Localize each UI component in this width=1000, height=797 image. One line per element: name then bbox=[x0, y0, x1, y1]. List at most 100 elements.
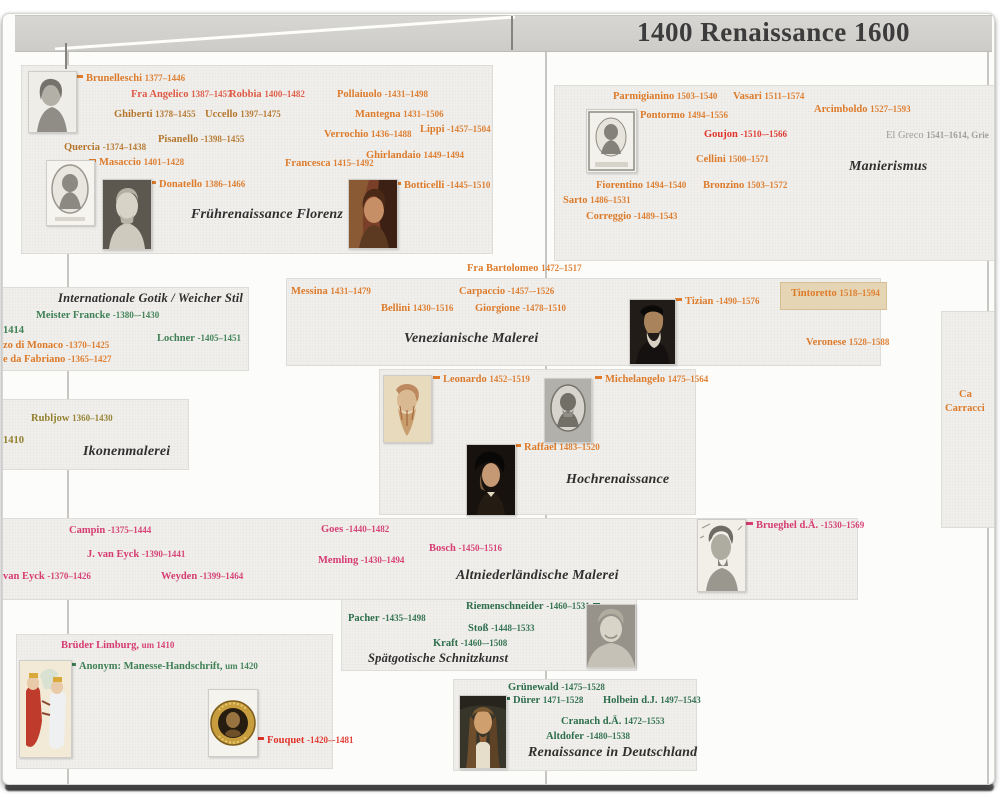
group-label-venezia: Venezianische Malerei bbox=[404, 331, 539, 346]
artist-donatello: Donatello 1386–1466 bbox=[149, 179, 245, 191]
portrait-duerer bbox=[459, 695, 507, 769]
bullet-icon bbox=[76, 75, 83, 78]
artist-lochner: Lochner -1405–1451 bbox=[157, 333, 242, 344]
page-bottom-shadow bbox=[5, 783, 994, 791]
group-label-deutschland: Renaissance in Deutschland bbox=[528, 745, 698, 760]
bullet-icon bbox=[595, 376, 602, 379]
bullet-icon bbox=[746, 522, 753, 525]
artist-michelangelo: Michelangelo 1475–1564 bbox=[595, 374, 708, 386]
artist-fra-angelico: Fra Angelico 1387–1457 bbox=[131, 89, 232, 100]
artist-fouquet: Fouquet -1420–-1481 bbox=[257, 735, 353, 747]
timeline-tick-mid bbox=[511, 16, 513, 50]
artist-meister-francke: Meister Francke -1380–-1430 bbox=[36, 310, 160, 321]
artist-correggio: Correggio -1489–1543 bbox=[586, 211, 678, 222]
group-box-florenz bbox=[21, 65, 493, 254]
artist-bellini: Bellini 1430–1516 bbox=[381, 303, 454, 314]
artist-uccello: Uccello 1397–1475 bbox=[205, 109, 281, 120]
artist-fragment-fabriano: e da Fabriano -1365–1427 bbox=[3, 354, 112, 365]
portrait-botticelli bbox=[348, 179, 398, 249]
artist-masaccio: Masaccio 1401–1428 bbox=[89, 157, 184, 169]
artist-fragment-carracci: Carracci bbox=[945, 403, 985, 414]
artist-weyden: Weyden -1399–1464 bbox=[161, 571, 244, 582]
artist-altdofer: Altdofer -1480–1538 bbox=[546, 731, 631, 742]
portrait-raffael bbox=[466, 444, 516, 516]
artist-mantegna: Mantegna 1431–1506 bbox=[355, 109, 444, 120]
group-box-gotik bbox=[3, 287, 249, 371]
artist-cranach: Cranach d.Ä. 1472–1553 bbox=[561, 716, 665, 727]
artist-sarto: Sarto 1486–1531 bbox=[563, 195, 631, 206]
artist-memling: Memling -1430–1494 bbox=[318, 555, 405, 566]
artist-fragment-1410: 1410 bbox=[3, 435, 24, 446]
artist-botticelli: Botticelli -1445–1510 bbox=[394, 180, 490, 192]
bullet-icon bbox=[514, 444, 521, 447]
page-sheet: 1400 Renaissance 1600 Brunelleschi 1377–… bbox=[2, 13, 995, 785]
artist-ghirlandaio: Ghirlandaio 1449–1494 bbox=[366, 150, 464, 161]
artist-carpaccio: Carpaccio -1457–-1526 bbox=[459, 286, 555, 297]
group-label-manierismus: Manierismus bbox=[849, 159, 928, 174]
artist-j-van-eyck: J. van Eyck -1390–1441 bbox=[87, 549, 186, 560]
group-label-gotik: Internationale Gotik / Weicher Stil bbox=[58, 291, 244, 305]
portrait-brunelleschi bbox=[28, 71, 77, 133]
artist-tizian: Tizian -1490–1576 bbox=[675, 296, 760, 308]
artist-fiorentino: Fiorentino 1494–1540 bbox=[596, 180, 687, 191]
artist-pontormo: Pontormo 1494–1556 bbox=[630, 110, 728, 122]
artist-riemenschneider: Riemenschneider -1460–1531 bbox=[466, 601, 600, 613]
artist-fragment-ca: Ca bbox=[959, 389, 972, 400]
artist-robbia: Robbia 1400–1482 bbox=[229, 89, 305, 100]
artist-cellini: Cellini 1500–1571 bbox=[696, 154, 769, 165]
artist-fragment-1414: 1414 bbox=[3, 325, 24, 336]
group-label-schnitzkunst: Spätgotische Schnitzkunst bbox=[368, 651, 509, 665]
portrait-brueghel bbox=[697, 519, 746, 592]
artist-veronese: Veronese 1528–1588 bbox=[806, 337, 890, 348]
group-label-hochrenaissance: Hochrenaissance bbox=[566, 472, 670, 487]
artist-duerer: Dürer 1471–1528 bbox=[503, 695, 583, 707]
portrait-riemenschneider bbox=[586, 604, 636, 668]
bullet-icon bbox=[149, 181, 156, 184]
bullet-icon bbox=[433, 376, 440, 379]
artist-gruenewald: Grünewald -1475–1528 bbox=[508, 682, 605, 693]
artist-fragment-monaco: zo di Monaco -1370–1425 bbox=[3, 340, 110, 351]
group-box-ikonenmalerei bbox=[3, 399, 189, 470]
portrait-fouquet bbox=[208, 689, 258, 757]
group-box-barock-clipped bbox=[941, 311, 994, 528]
group-label-altniederlande: Altniederländische Malerei bbox=[456, 568, 619, 583]
portrait-donatello bbox=[102, 179, 152, 250]
portrait-leonardo bbox=[383, 375, 432, 443]
portrait-manesse-handschrift bbox=[19, 660, 72, 758]
artist-vasari: Vasari 1511–1574 bbox=[733, 91, 805, 102]
artist-brunelleschi: Brunelleschi 1377–1446 bbox=[76, 73, 185, 85]
bullet-icon bbox=[257, 737, 264, 740]
artist-lippi: Lippi -1457–1504 bbox=[420, 124, 491, 135]
artist-campin: Campin -1375–1444 bbox=[69, 525, 152, 536]
bullet-icon bbox=[675, 298, 682, 301]
portrait-michelangelo bbox=[544, 378, 592, 443]
artist-goujon: Goujon -1510–-1566 bbox=[704, 129, 787, 140]
artist-bronzino: Bronzino 1503–1572 bbox=[703, 180, 788, 191]
artist-fragment-van-eyck: van Eyck -1370–1426 bbox=[3, 571, 91, 582]
timeline-diagonal bbox=[54, 15, 516, 50]
artist-parmigianino: Parmigianino 1503–1540 bbox=[613, 91, 718, 102]
group-label-florenz: Frührenaissance Florenz bbox=[191, 207, 344, 222]
page-title: 1400 Renaissance 1600 bbox=[637, 17, 910, 47]
highlight-box-tintoretto bbox=[780, 282, 887, 310]
artist-giorgione: Giorgione -1478–1510 bbox=[475, 303, 567, 314]
artist-kraft: Kraft -1460–-1508 bbox=[433, 638, 508, 649]
artist-pacher: Pacher -1435–1498 bbox=[348, 613, 426, 624]
group-label-ikonenmalerei: Ikonenmalerei bbox=[83, 444, 171, 459]
artist-arcimboldo: Arcimboldo 1527–1593 bbox=[814, 104, 911, 115]
portrait-tizian bbox=[629, 299, 676, 365]
timeline-tick-1400 bbox=[65, 43, 67, 69]
timeline-header-band bbox=[15, 15, 992, 52]
artist-pisanello: Pisanello -1398–1455 bbox=[158, 134, 245, 145]
artist-manesse-handschrift: Anonym: Manesse-Handschrift, um 1420 bbox=[69, 661, 258, 673]
artist-holbein: Holbein d.J. 1497–1543 bbox=[603, 695, 701, 706]
artist-fra-bartolomeo: Fra Bartolomeo 1472–1517 bbox=[467, 263, 582, 274]
artist-ghiberti: Ghiberti 1378–1455 bbox=[114, 109, 196, 120]
bullet-icon bbox=[69, 663, 76, 666]
artist-stoss: Stoß -1448–1533 bbox=[468, 623, 535, 634]
artist-rubljow: Rubljow 1360–1430 bbox=[31, 413, 113, 424]
artist-brueghel: Brueghel d.Ä. -1530–1569 bbox=[746, 520, 864, 532]
artist-francesca: Francesca 1415–1492 bbox=[285, 158, 374, 169]
artist-pollaiuolo: Pollaiuolo -1431–1498 bbox=[337, 89, 429, 100]
